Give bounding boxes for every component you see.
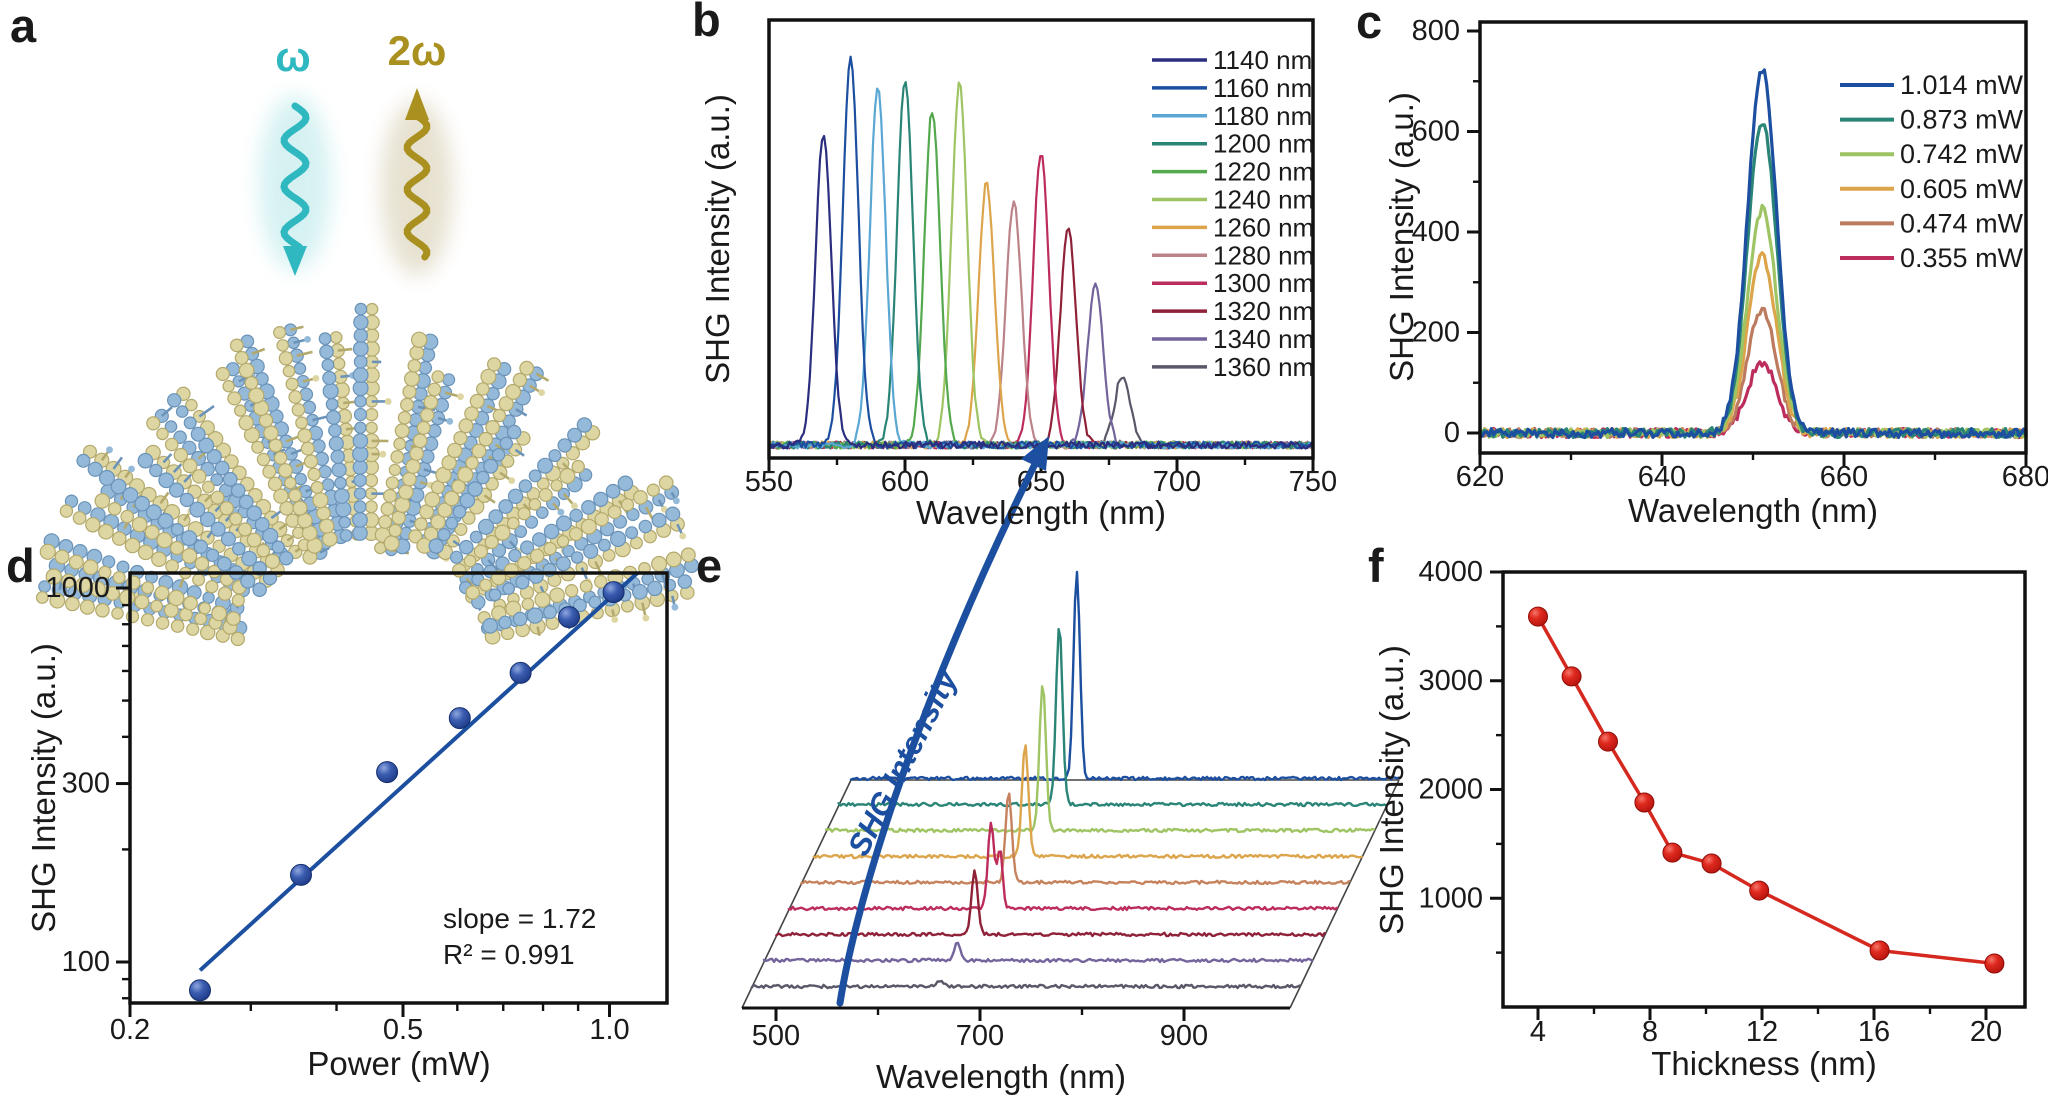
panel-label-b: b — [692, 0, 721, 43]
d-data-point — [377, 762, 398, 783]
tick-label: 1200 nm — [1213, 129, 1314, 159]
f-data-point — [1702, 854, 1721, 873]
tick-label: 620 — [1456, 461, 1504, 493]
tick-label: 1.0 — [589, 1014, 629, 1046]
f-data-point — [1635, 793, 1654, 812]
tick-label: 1300 nm — [1213, 268, 1314, 298]
f-data-point — [1663, 843, 1682, 862]
two-omega-label: 2ω — [388, 27, 447, 75]
tick-label: 0.2 — [110, 1014, 150, 1046]
f-frame — [1503, 572, 2025, 1007]
d-yaxis-title: SHG Intensity (a.u.) — [25, 643, 63, 933]
tick-label: 800 — [1412, 15, 1460, 47]
f-data-point — [1985, 954, 2004, 973]
d-data-point — [291, 864, 312, 885]
tick-label: 1320 nm — [1213, 296, 1314, 326]
panel-f-plot: 4 8 12 16 20 1000 2000 3000 4000 — [1418, 556, 2025, 1048]
e-xaxis-title: Wavelength (nm) — [876, 1058, 1126, 1096]
tick-label: 1280 nm — [1213, 240, 1314, 270]
tick-label: 1000 — [1418, 882, 1483, 914]
f-data-line — [1538, 617, 1994, 964]
f-yaxis-title: SHG Intensity (a.u.) — [1373, 645, 1411, 935]
tick-label: 300 — [62, 768, 110, 800]
panel-label-c: c — [1356, 0, 1382, 45]
c-spectrum-0.605mW — [1480, 253, 2026, 438]
tick-label: 0.742 mW — [1900, 139, 2024, 169]
panel-label-e: e — [696, 542, 722, 589]
d-data-point — [449, 708, 470, 729]
tick-label: 640 — [1638, 461, 1686, 493]
f-data-point — [1750, 881, 1769, 900]
tick-label: 1340 nm — [1213, 324, 1314, 354]
tick-label: 1000 — [45, 572, 110, 604]
omega-label: ω — [275, 33, 310, 81]
tick-label: 0.474 mW — [1900, 208, 2024, 238]
panel-label-f: f — [1368, 542, 1384, 589]
tick-label: 12 — [1746, 1016, 1778, 1048]
e-waterfall-trace-8 — [752, 981, 1300, 988]
crystal-structure — [37, 303, 699, 645]
tick-label: 500 — [752, 1020, 800, 1052]
b-yaxis-title: SHG Intensity (a.u.) — [699, 94, 737, 384]
c-legend: 1.014 mW 0.873 mW 0.742 mW 0.605 mW 0.474 mW… — [1840, 70, 2024, 273]
slope-annotation: slope = 1.72 — [443, 903, 596, 935]
tick-label: 0 — [1444, 417, 1460, 449]
tick-label: 1180 nm — [1213, 101, 1312, 131]
c-xaxis-title: Wavelength (nm) — [1628, 492, 1878, 530]
c-spectrum-0.355mW — [1480, 362, 2026, 438]
f-data-point — [1529, 607, 1548, 626]
panel-label-a: a — [10, 2, 36, 49]
tick-label: 1260 nm — [1213, 212, 1314, 242]
tick-label: 680 — [2002, 461, 2048, 493]
f-data-point — [1599, 732, 1618, 751]
tick-label: 3000 — [1418, 665, 1483, 697]
tick-label: 1140 nm — [1213, 45, 1312, 75]
f-xaxis-title: Thickness (nm) — [1651, 1045, 1877, 1083]
tick-label: 550 — [745, 466, 793, 498]
c-spectrum-0.742mW — [1480, 205, 2026, 437]
tick-label: 900 — [1160, 1020, 1208, 1052]
d-data-point — [603, 582, 624, 603]
d-data-point — [190, 980, 211, 1001]
tick-label: 0.5 — [383, 1014, 423, 1046]
tick-label: 20 — [1970, 1016, 2002, 1048]
r-squared-annotation: R² = 0.991 — [443, 939, 575, 971]
panel-d-plot: 0.2 0.5 1.0 100 300 1000 — [45, 572, 667, 1046]
tick-label: 4000 — [1418, 556, 1483, 588]
tick-label: 1240 nm — [1213, 185, 1314, 215]
d-data-point — [510, 662, 531, 683]
f-data-point — [1562, 667, 1581, 686]
d-data-point — [559, 607, 580, 628]
tick-label: 1360 nm — [1213, 352, 1314, 382]
b-xaxis-title: Wavelength (nm) — [916, 494, 1166, 532]
tick-label: 2000 — [1418, 774, 1483, 806]
tick-label: 0.355 mW — [1900, 243, 2024, 273]
two-omega-beam-glow — [381, 100, 453, 276]
tick-label: 0.605 mW — [1900, 174, 2024, 204]
tick-label: 16 — [1858, 1016, 1890, 1048]
tick-label: 1160 nm — [1213, 73, 1312, 103]
panel-label-d: d — [6, 542, 35, 589]
tick-label: 700 — [956, 1020, 1004, 1052]
panel-a-illustration — [37, 88, 699, 646]
f-data-point — [1870, 941, 1889, 960]
d-xaxis-title: Power (mW) — [307, 1045, 490, 1083]
tick-label: 100 — [62, 946, 110, 978]
b-spectrum-1360nm — [769, 378, 1312, 449]
tick-label: 8 — [1642, 1016, 1658, 1048]
c-yaxis-title: SHG Intensity (a.u.) — [1383, 92, 1421, 382]
tick-label: 4 — [1530, 1016, 1546, 1048]
tick-label: 1.014 mW — [1900, 70, 2024, 100]
tick-label: 1220 nm — [1213, 157, 1314, 187]
tick-label: 0.873 mW — [1900, 105, 2024, 135]
tick-label: 660 — [1820, 461, 1868, 493]
tick-label: 750 — [1289, 466, 1337, 498]
